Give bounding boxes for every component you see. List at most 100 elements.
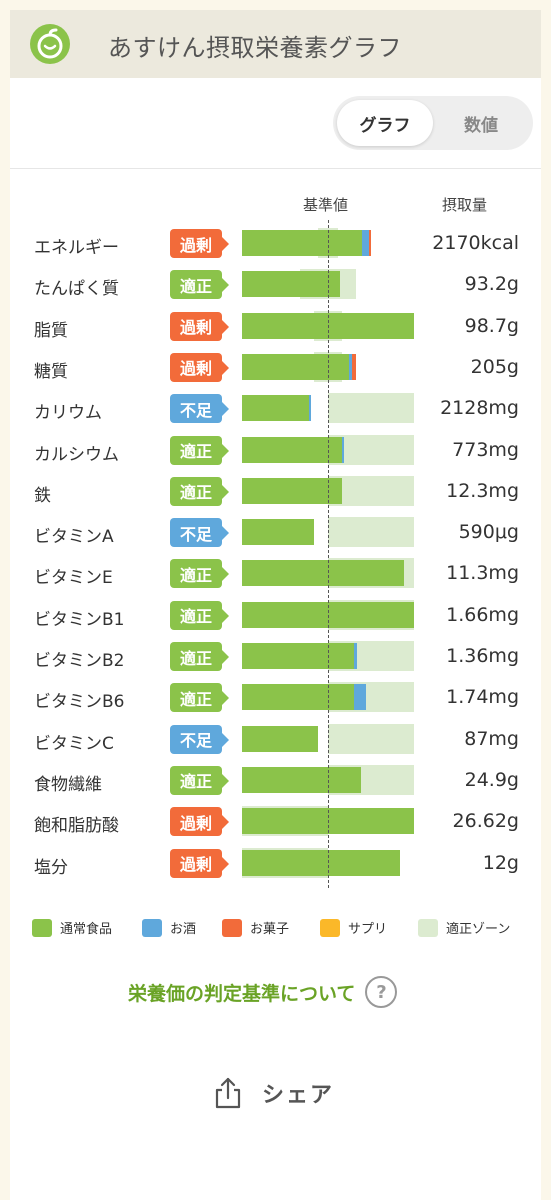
legend-swatch [320,918,340,937]
nutrient-row: カリウム 不足 2128mg [10,390,541,431]
bar-track [242,269,414,300]
intake-value: 87mg [464,727,519,750]
intake-value: 24.9g [464,768,519,791]
intake-value: 12g [482,851,519,874]
bar-track [242,847,414,878]
nutrient-name: 糖質 [34,361,68,382]
divider [10,168,541,169]
legend-label: お酒 [170,922,197,937]
intake-value: 98.7g [464,314,519,337]
nutrient-name: ビタミンB6 [34,692,125,713]
bar-track [242,434,414,465]
nutrient-row: ビタミンC 不足 87mg [10,721,541,762]
question-icon[interactable]: ? [365,976,398,1008]
legend-item: サプリ [320,918,387,937]
page-title: あすけん摂取栄養素グラフ [108,34,402,62]
graph-tab[interactable]: グラフ [337,100,433,146]
status-badge: 不足 [170,394,229,424]
bar-segment [242,271,341,298]
intake-value: 205g [470,355,519,378]
bar-track [242,393,414,424]
nutrient-row: ビタミンB1 適正 1.66mg [10,597,541,638]
legend-swatch [142,918,162,937]
bar-track [242,228,414,258]
status-badge: 不足 [170,724,229,754]
intake-value: 11.3mg [446,562,519,585]
legend-item: お酒 [142,918,196,937]
bar-segment [353,643,358,669]
nutrient-row: 糖質 過剰 205g [10,349,541,390]
optimal-zone [328,393,414,424]
optimal-zone [328,517,414,548]
nutrient-row: 鉄 適正 12.3mg [10,473,541,514]
share-button[interactable]: シェア [212,1076,334,1110]
bar-segment [242,395,310,422]
nutrient-row: カルシウム 適正 773mg [10,432,541,473]
bar-segment [242,353,349,380]
bar-track [242,641,414,671]
view-toggle: グラフ 数値 [333,96,533,150]
intake-value: 590μg [458,521,519,544]
status-badge: 過剰 [170,352,229,382]
nutrient-name: 食物繊維 [34,774,102,795]
nutrient-name: ビタミンC [34,733,114,754]
numeric-tab[interactable]: 数値 [464,115,498,136]
nutrient-name: ビタミンA [34,527,114,548]
status-badge: 適正 [170,765,229,795]
intake-value: 1.66mg [446,603,519,626]
legend-item: 通常食品 [32,918,112,937]
nutrient-name: ビタミンE [34,568,113,589]
nutrient-name: たんぱく質 [34,279,119,300]
apple-logo-icon [30,24,70,64]
nutrient-row: たんぱく質 適正 93.2g [10,266,541,307]
intake-value: 93.2g [464,273,519,296]
intake-value: 1.74mg [446,686,519,709]
bar-segment [348,353,353,380]
share-icon [215,1077,241,1109]
nutrient-row: 脂質 過剰 98.7g [10,308,541,349]
share-label[interactable]: シェア [262,1083,335,1108]
criteria-info-link[interactable]: 栄養価の判定基準について ? [128,976,398,1008]
app-header: あすけん摂取栄養素グラフ [10,10,541,78]
intake-value: 26.62g [452,810,519,833]
criteria-info-label[interactable]: 栄養価の判定基準について [128,982,356,1005]
intake-value: 12.3mg [446,479,519,502]
status-badge: 過剰 [170,229,229,258]
bar-segment [242,560,404,587]
legend-label: お菓子 [250,922,290,937]
bar-segment [242,230,363,256]
bar-segment [242,684,354,711]
bar-segment [242,725,318,752]
nutrient-row: 食物繊維 適正 24.9g [10,762,541,803]
bar-track [242,351,414,382]
nutrient-row: 飽和脂肪酸 過剰 26.62g [10,803,541,844]
bar-segment [242,519,315,546]
legend-swatch [32,918,52,937]
status-badge: 適正 [170,270,229,300]
nutrient-name: 塩分 [34,857,68,878]
legend-item: お菓子 [222,918,289,937]
nutrient-name: 脂質 [34,320,68,341]
nutrient-row: ビタミンB2 適正 1.36mg [10,638,541,679]
nutrient-row: ビタミンE 適正 11.3mg [10,555,541,596]
status-badge: 過剰 [170,848,229,878]
bar-track [242,558,414,589]
optimal-zone [328,723,414,754]
status-badge: 適正 [170,600,229,630]
legend-swatch [418,918,438,937]
nutrient-name: カリウム [34,403,102,424]
status-badge: 過剰 [170,311,229,341]
optimal-zone [328,475,414,506]
legend-item: 適正ゾーン [418,918,510,937]
status-badge: 適正 [170,476,229,506]
bar-segment [242,643,354,669]
reference-line [328,220,329,888]
status-badge: 適正 [170,435,229,465]
intake-column-header: 摂取量 [442,196,488,214]
bar-segment [309,395,312,422]
bar-track [242,517,414,548]
bar-track [242,475,414,506]
nutrient-name: エネルギー [34,238,119,258]
nutrient-card: グラフ 数値 基準値 摂取量 エネルギー 過剰 2170kcal たんぱく質 適正 93.… [10,78,541,1200]
intake-value: 773mg [452,438,519,461]
